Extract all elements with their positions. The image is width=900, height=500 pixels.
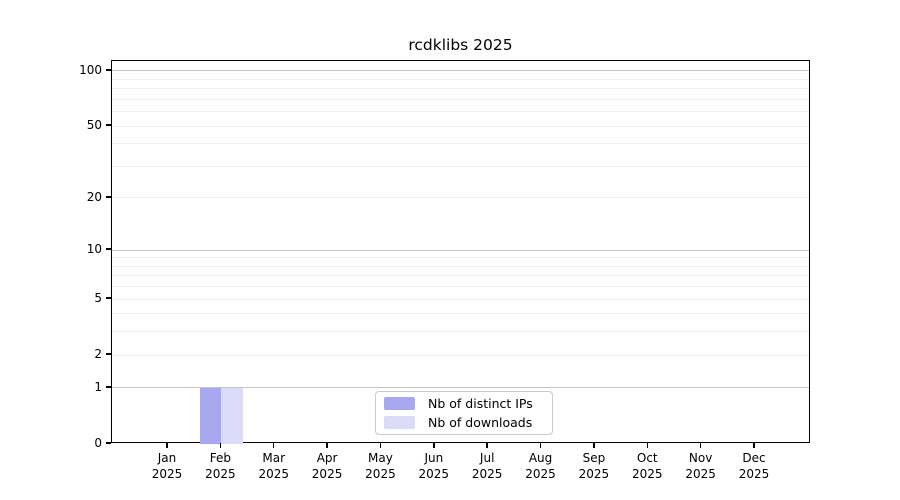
x-tick-mark: [166, 443, 168, 448]
gridline-major: [112, 70, 809, 72]
legend-label: Nb of distinct IPs: [428, 396, 533, 411]
x-tick-mark: [486, 443, 488, 448]
x-tick-mark: [699, 443, 702, 448]
x-tick-label: Oct 2025: [631, 451, 663, 481]
y-tick-mark: [106, 69, 111, 71]
x-tick-label: Mar 2025: [258, 451, 289, 481]
gridline-minor: [112, 78, 809, 80]
gridline-minor: [112, 111, 809, 113]
y-tick-mark: [106, 248, 111, 250]
y-tick-label: 1: [94, 379, 102, 394]
gridline-minor: [112, 98, 809, 100]
legend: Nb of distinct IPs Nb of downloads: [375, 391, 553, 435]
x-tick-label: Jun 2025: [418, 451, 450, 481]
plot-area: [111, 60, 810, 444]
gridline-minor: [112, 265, 809, 267]
y-tick-label: 0: [94, 436, 102, 450]
y-tick-label: 50: [86, 118, 102, 133]
chart-title: rcdklibs 2025: [408, 36, 513, 54]
x-tick-label: Apr 2025: [311, 451, 343, 481]
legend-item: Nb of downloads: [384, 415, 544, 430]
x-tick-label: Jul 2025: [471, 451, 503, 481]
x-tick-label: Nov 2025: [685, 451, 716, 481]
gridline-major: [112, 387, 809, 389]
x-tick-mark: [219, 443, 222, 448]
y-tick-mark: [106, 442, 111, 444]
gridline-minor: [112, 88, 809, 90]
gridline-minor: [112, 257, 809, 259]
gridline-minor: [112, 354, 809, 356]
gridline-minor: [112, 298, 809, 300]
x-tick-mark: [593, 443, 595, 448]
y-tick-mark: [106, 353, 111, 355]
y-tick-label: 10: [86, 242, 102, 257]
x-tick-mark: [272, 443, 275, 448]
gridline-minor: [112, 286, 809, 288]
x-tick-label: Sep 2025: [578, 451, 610, 481]
y-tick-label: 5: [94, 291, 102, 306]
x-tick-label: Aug 2025: [525, 451, 556, 481]
x-tick-mark: [539, 443, 542, 448]
bar-nb-of-distinct-ips: [199, 387, 222, 444]
y-tick-label: 100: [79, 62, 102, 77]
y-tick-label: 20: [86, 189, 102, 204]
gridline-major: [112, 249, 809, 251]
gridline-minor: [112, 313, 809, 315]
x-tick-mark: [433, 443, 435, 448]
bar-nb-of-downloads: [221, 387, 243, 444]
gridline-minor: [112, 275, 809, 277]
x-tick-label: Jan 2025: [151, 451, 183, 481]
gridline-minor: [112, 331, 809, 333]
legend-swatch: [384, 397, 415, 410]
x-tick-mark: [646, 443, 649, 448]
x-tick-mark: [379, 443, 382, 448]
legend-label: Nb of downloads: [428, 415, 533, 430]
gridline-minor: [112, 125, 809, 127]
y-tick-mark: [106, 124, 111, 126]
y-tick-label: 2: [94, 347, 102, 362]
legend-swatch: [384, 416, 415, 429]
x-tick-label: Feb 2025: [205, 451, 236, 481]
y-tick-mark: [106, 297, 111, 299]
x-tick-label: May 2025: [365, 451, 396, 481]
y-tick-mark: [106, 386, 111, 388]
gridline-minor: [112, 143, 809, 145]
legend-item: Nb of distinct IPs: [384, 396, 544, 411]
gridline-minor: [112, 165, 809, 167]
x-tick-mark: [326, 443, 328, 448]
y-tick-mark: [106, 196, 111, 198]
gridline-minor: [112, 197, 809, 199]
x-tick-label: Dec 2025: [738, 451, 770, 481]
x-tick-mark: [753, 443, 755, 448]
